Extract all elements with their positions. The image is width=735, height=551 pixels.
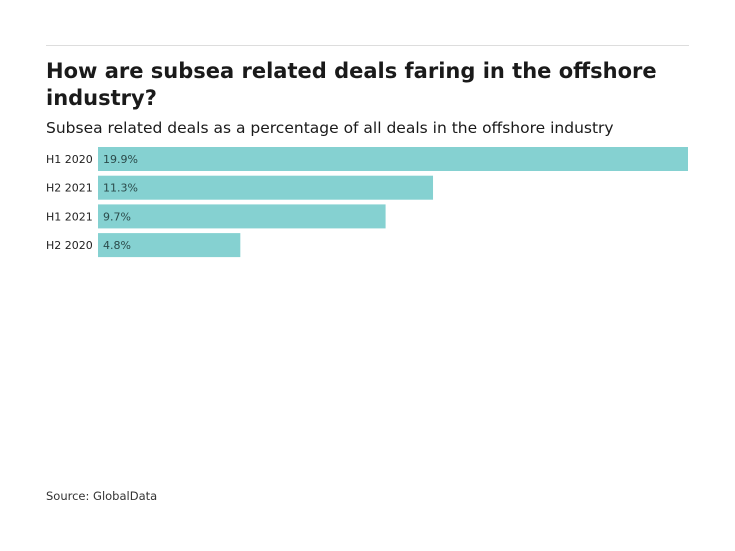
data-label: 9.7% — [103, 210, 131, 223]
data-label: 11.3% — [103, 182, 138, 195]
chart-subtitle: Subsea related deals as a percentage of … — [46, 119, 614, 137]
category-label: H1 2020 — [46, 153, 93, 166]
bar — [98, 175, 434, 200]
category-label: H1 2021 — [46, 210, 93, 223]
data-label: 19.9% — [103, 153, 138, 166]
category-label: H2 2021 — [46, 182, 93, 195]
chart-title: How are subsea related deals faring in t… — [46, 59, 657, 110]
bar — [98, 233, 241, 258]
top-divider — [46, 45, 689, 46]
bar — [98, 204, 386, 229]
category-label: H2 2020 — [46, 239, 93, 252]
source-note: Source: GlobalData — [46, 489, 158, 503]
data-label: 4.8% — [103, 239, 131, 252]
bar — [98, 147, 688, 171]
